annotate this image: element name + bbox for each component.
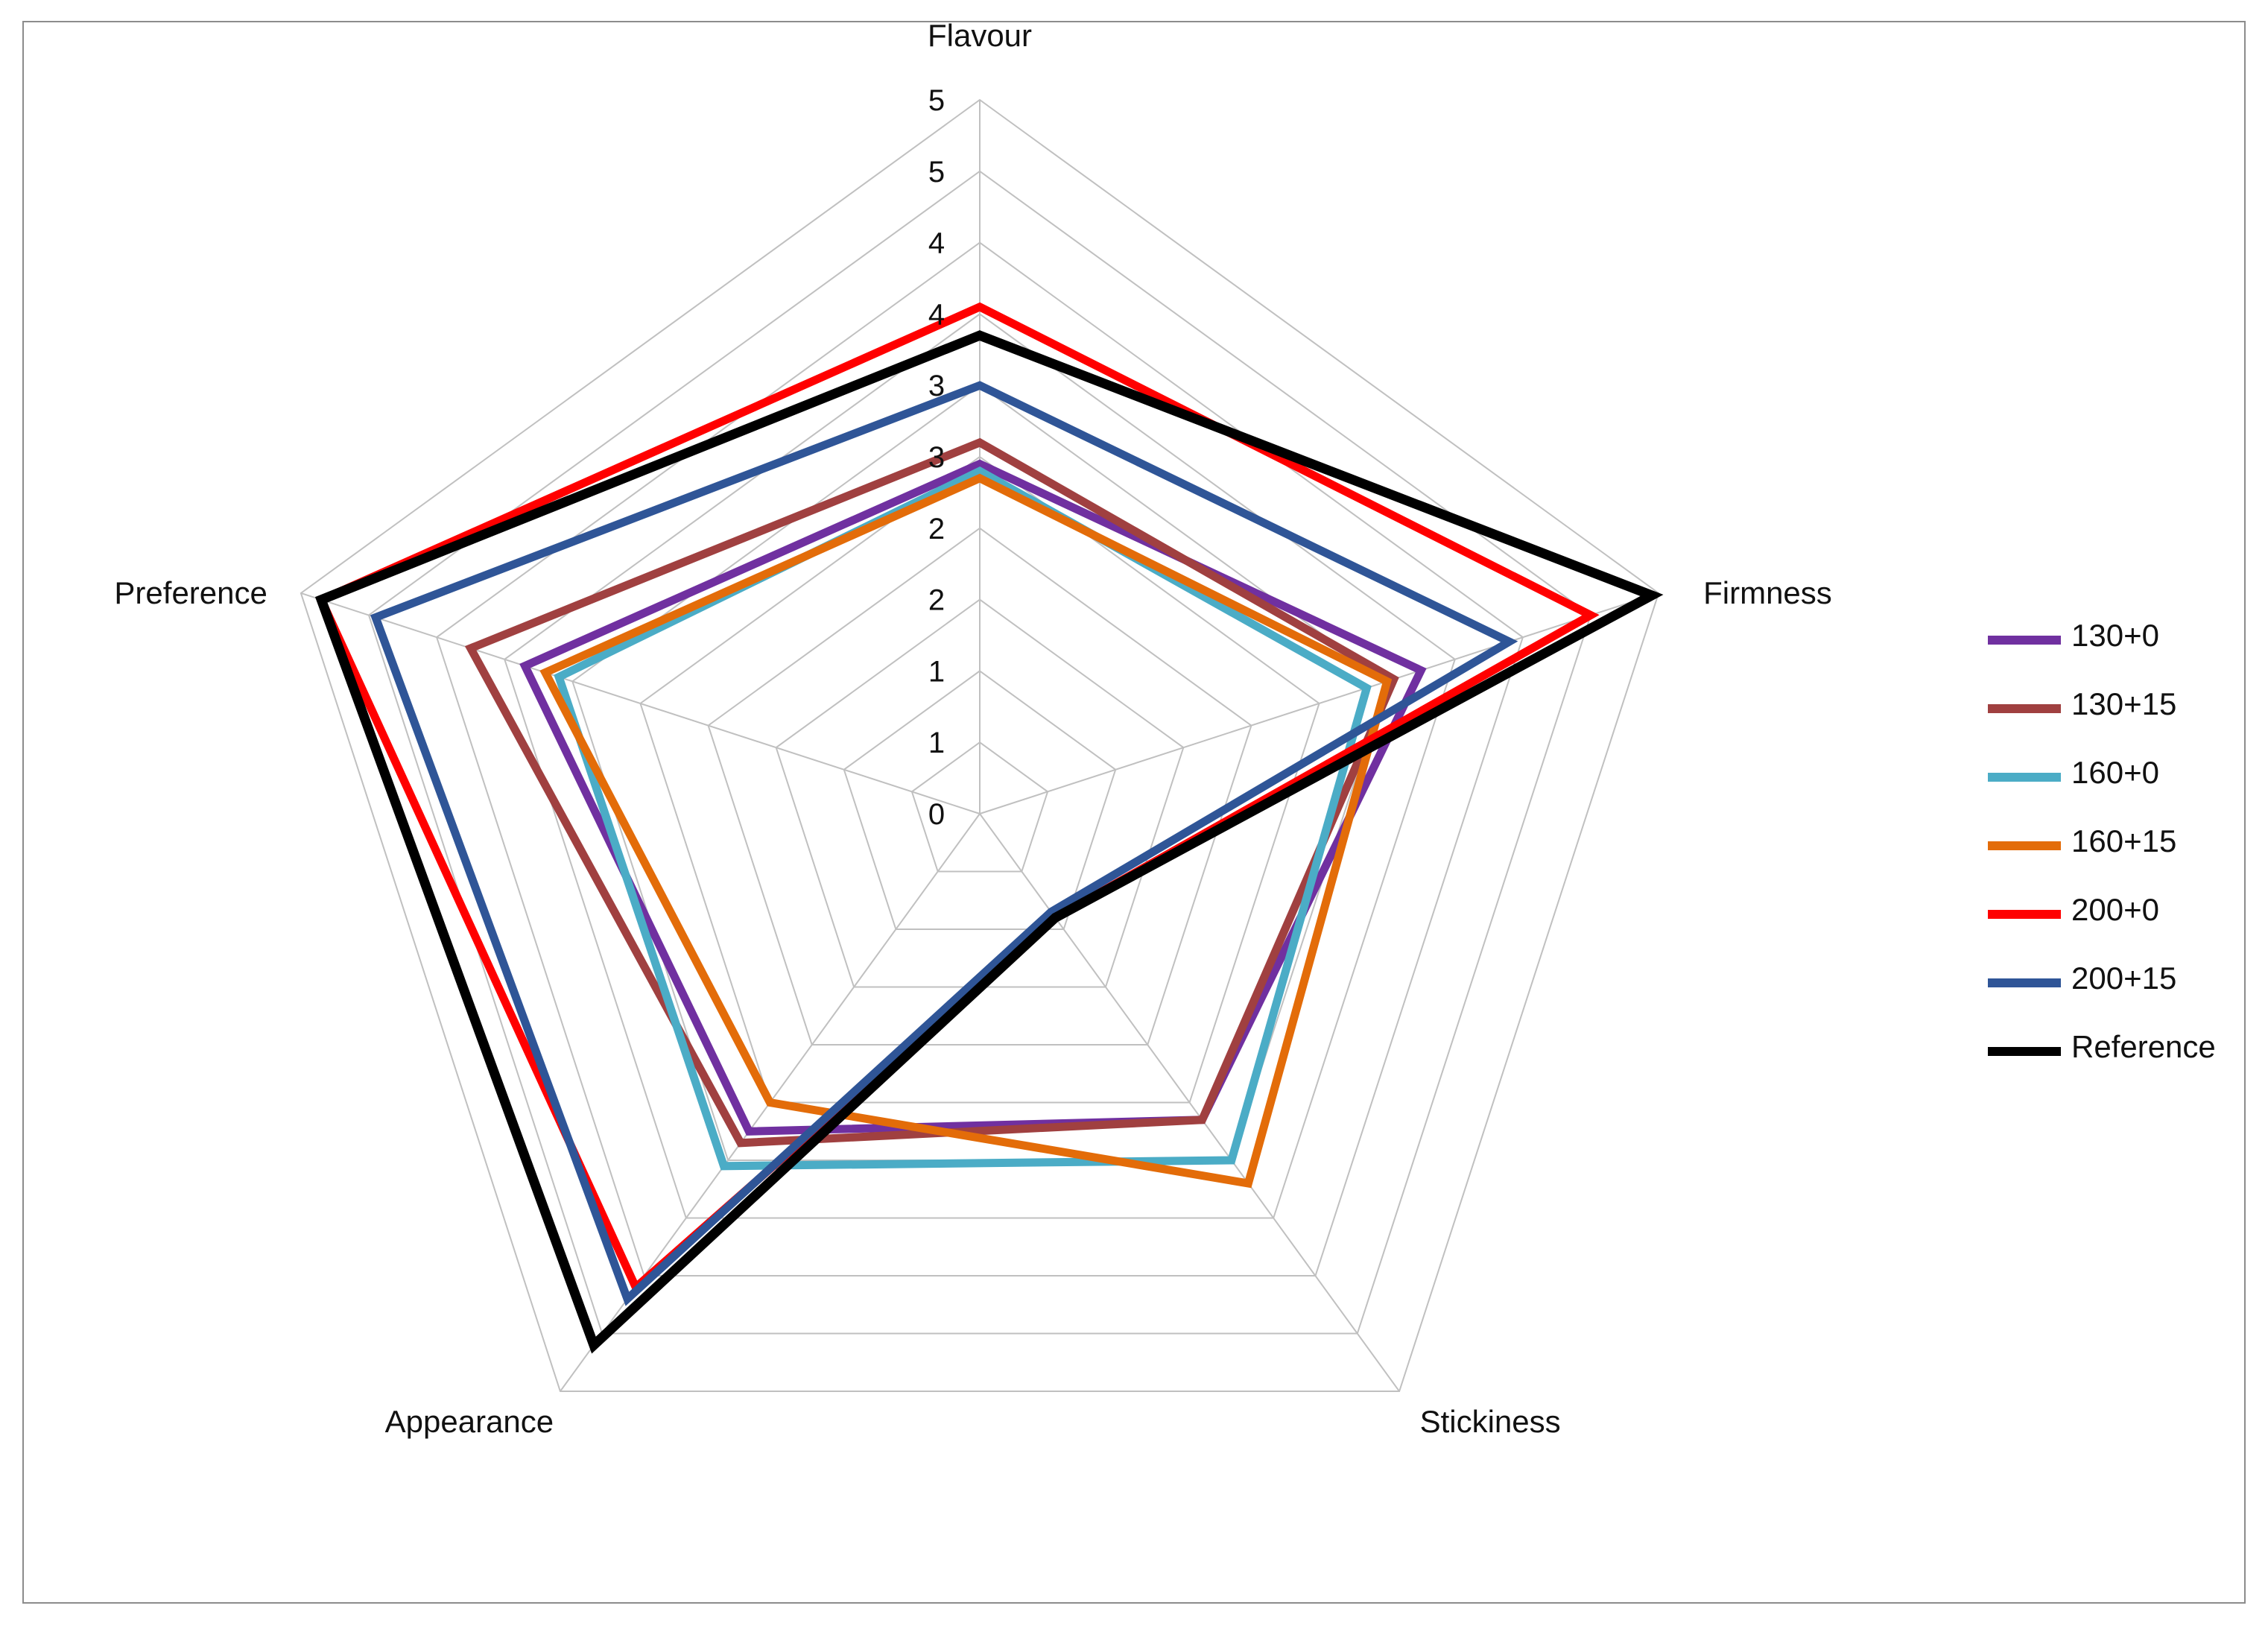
legend-swatch [1988, 910, 2061, 919]
series-line-160-0 [554, 466, 1372, 1171]
tick-label: 2 [928, 513, 945, 545]
axis-label-stickiness: Stickiness [1420, 1404, 1561, 1439]
legend-label: Reference [2071, 1029, 2216, 1064]
axis-spoke [300, 592, 981, 814]
grid-ring [435, 241, 1524, 1277]
tick-label: 5 [928, 156, 945, 189]
tick-label: 4 [928, 227, 945, 260]
legend-label: 160+15 [2071, 823, 2177, 858]
legend-label: 200+15 [2071, 961, 2177, 996]
axis-label-preference: Preference [114, 575, 267, 610]
legend-swatch [1988, 704, 2061, 713]
axis-label-appearance: Appearance [385, 1404, 554, 1439]
tick-label: 2 [928, 584, 945, 617]
legend-swatch [1988, 773, 2061, 782]
legend-swatch [1988, 841, 2061, 850]
legend-swatch [1988, 978, 2061, 987]
grid-ring [639, 455, 1320, 1104]
series-line-200-15 [370, 381, 1518, 1306]
legend-swatch [1988, 636, 2061, 645]
tick-label: 4 [928, 298, 945, 331]
radar-labels: 0 1 1 2 2 3 3 4 4 5 5 Flavour Firmness Stickiness Appe… [114, 22, 1831, 1439]
radar-grid [300, 98, 1660, 1393]
series-line-130-0 [519, 459, 1427, 1136]
series-line-reference [314, 330, 1664, 1354]
legend-swatch [1988, 1047, 2061, 1056]
tick-label: 3 [928, 441, 945, 474]
axis-spoke [979, 592, 1659, 814]
tick-label: 5 [928, 84, 945, 117]
series-line-160-15 [539, 473, 1393, 1189]
axis-label-firmness: Firmness [1703, 575, 1832, 610]
series-line-130-15 [464, 437, 1399, 1148]
legend-label: 130+0 [2071, 618, 2159, 653]
tick-label: 3 [928, 370, 945, 402]
grid-ring [707, 527, 1252, 1046]
legend-label: 200+0 [2071, 892, 2159, 927]
tick-label: 0 [928, 798, 945, 831]
chart-frame: 0 1 1 2 2 3 3 4 4 5 5 Flavour Firmness Stickiness Appe… [22, 21, 2246, 1604]
radar-series [314, 302, 1664, 1354]
grid-ring [300, 98, 1660, 1393]
legend-label: 160+0 [2071, 755, 2159, 790]
grid-ring [910, 741, 1049, 873]
tick-label: 1 [928, 727, 945, 759]
tick-label: 1 [928, 655, 945, 688]
legend-label: 130+15 [2071, 686, 2177, 721]
axis-label-flavour: Flavour [928, 22, 1032, 53]
radar-chart: 0 1 1 2 2 3 3 4 4 5 5 Flavour Firmness Stickiness Appe… [114, 22, 1831, 1439]
grid-ring [843, 670, 1117, 931]
